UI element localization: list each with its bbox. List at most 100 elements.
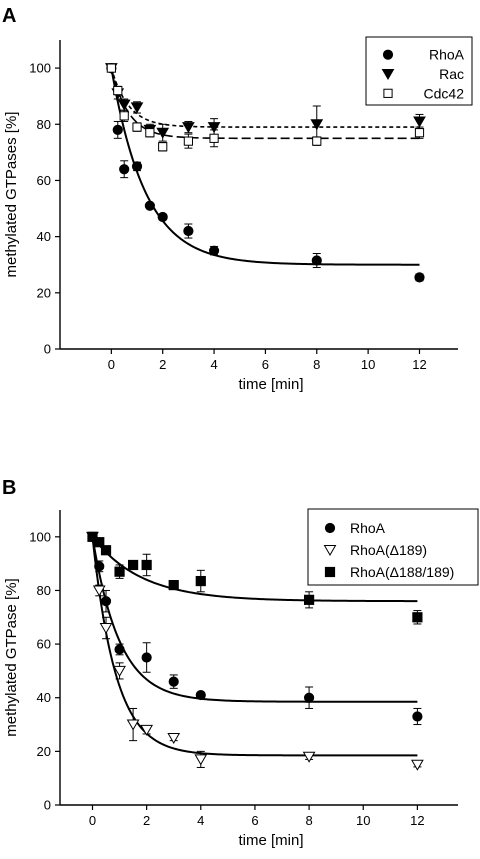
x-axis-title: time [min] xyxy=(238,832,303,849)
x-tick-label: 4 xyxy=(197,813,204,828)
data-point xyxy=(194,754,208,766)
data-point xyxy=(117,99,131,111)
legend-label: RhoA(Δ188/189) xyxy=(350,564,454,580)
legend-marker xyxy=(381,69,395,80)
data-point xyxy=(413,116,426,128)
data-point xyxy=(310,119,324,131)
data-point xyxy=(114,644,125,655)
data-point xyxy=(126,719,140,731)
data-point xyxy=(168,579,179,591)
legend-marker xyxy=(324,522,336,534)
data-point xyxy=(100,545,112,556)
panel-label: A xyxy=(2,5,16,27)
fit-curve xyxy=(91,536,418,603)
x-tick-label: 12 xyxy=(412,357,426,372)
data-point xyxy=(132,122,142,132)
y-tick-label: 20 xyxy=(37,744,51,759)
data-point xyxy=(131,161,143,172)
legend-label: Rac xyxy=(439,66,464,82)
panel-b: B 0 20 40 60 80 100 0 2 4 6 8 10 12 time [min] methylat… xyxy=(2,477,479,849)
data-point xyxy=(100,596,112,607)
x-tick-label: 6 xyxy=(251,813,258,828)
legend-label: RhoA xyxy=(429,47,465,63)
data-point xyxy=(113,85,123,96)
legend-label: RhoA xyxy=(350,520,386,536)
data-point xyxy=(114,566,125,577)
y-axis-title: methylated GTPases [%] xyxy=(3,112,20,278)
y-tick-label: 60 xyxy=(37,173,51,188)
fit-curve xyxy=(91,536,418,703)
legend-marker xyxy=(383,88,393,98)
x-tick-label: 2 xyxy=(143,813,150,828)
data-point xyxy=(312,136,322,146)
data-point xyxy=(208,245,220,256)
panel-a: A 0 20 40 60 80 100 0 2 4 6 8 10 12 time [min] methylat… xyxy=(2,5,473,393)
data-point xyxy=(141,559,152,571)
data-point xyxy=(167,732,181,744)
y-tick-label: 0 xyxy=(44,798,51,813)
data-point xyxy=(144,200,155,211)
data-point xyxy=(141,652,152,663)
x-tick-label: 10 xyxy=(356,813,370,828)
data-point xyxy=(106,63,116,73)
data-point xyxy=(158,142,168,152)
data-point xyxy=(87,531,98,542)
data-point xyxy=(195,575,206,587)
legend-label: RhoA(Δ189) xyxy=(350,542,427,558)
y-tick-label: 60 xyxy=(37,637,51,652)
data-point xyxy=(303,692,315,703)
data-point xyxy=(195,689,206,701)
data-point xyxy=(207,122,221,134)
data-point xyxy=(414,128,425,138)
x-tick-label: 2 xyxy=(159,357,166,372)
legend-marker xyxy=(323,545,337,556)
panel-label: B xyxy=(2,477,16,499)
data-point xyxy=(92,585,106,597)
x-axis-title: time [min] xyxy=(238,376,303,393)
legend-marker xyxy=(324,566,336,578)
legend-marker xyxy=(382,49,394,60)
data-point xyxy=(119,111,129,121)
data-point xyxy=(94,561,105,572)
data-point xyxy=(99,623,113,634)
data-point xyxy=(311,255,322,266)
data-point xyxy=(145,128,155,138)
data-point xyxy=(94,537,105,548)
data-point xyxy=(168,676,179,687)
data-point xyxy=(157,211,168,223)
x-tick-label: 0 xyxy=(89,813,96,828)
x-tick-label: 12 xyxy=(410,813,424,828)
data-point xyxy=(414,272,425,283)
data-point xyxy=(303,594,315,605)
y-tick-label: 80 xyxy=(37,117,51,132)
legend-label: Cdc42 xyxy=(424,85,465,101)
fit-curve xyxy=(110,67,420,128)
y-tick-label: 40 xyxy=(37,690,51,705)
x-tick-label: 8 xyxy=(305,813,312,828)
data-point xyxy=(209,133,219,143)
y-tick-label: 100 xyxy=(29,61,51,76)
x-tick-label: 8 xyxy=(313,357,320,372)
y-tick-label: 40 xyxy=(37,229,51,244)
data-point xyxy=(130,102,144,114)
y-tick-label: 100 xyxy=(29,529,51,544)
data-point xyxy=(302,751,316,763)
data-point xyxy=(183,225,194,237)
y-tick-label: 80 xyxy=(37,583,51,598)
data-point xyxy=(183,136,193,146)
data-point xyxy=(412,612,423,623)
legend-box xyxy=(307,508,479,586)
y-tick-label: 0 xyxy=(44,342,51,357)
data-point xyxy=(119,164,130,175)
data-point xyxy=(182,122,195,134)
data-point xyxy=(128,559,139,571)
y-tick-label: 20 xyxy=(37,285,51,300)
x-tick-label: 6 xyxy=(262,357,269,372)
data-point xyxy=(140,724,154,736)
data-point xyxy=(412,711,423,722)
y-axis-title: methylated GTPase [%] xyxy=(3,578,20,736)
x-tick-label: 0 xyxy=(108,357,115,372)
data-point xyxy=(113,665,126,677)
x-tick-label: 4 xyxy=(210,357,217,372)
